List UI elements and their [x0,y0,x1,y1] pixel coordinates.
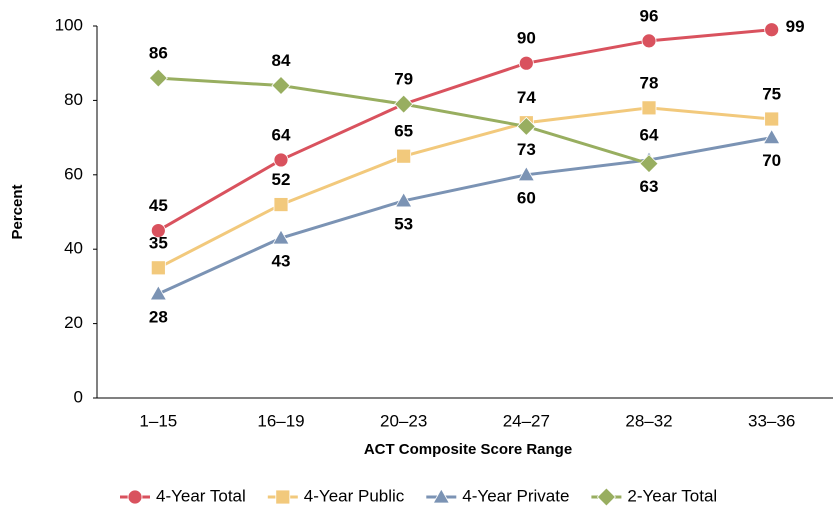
data-label: 96 [640,6,659,25]
data-point [518,55,534,71]
legend-label: 2-Year Total [627,486,717,505]
y-tick-label: 20 [64,313,83,332]
x-tick-label: 16–19 [257,411,304,430]
data-point [396,148,412,164]
y-tick-label: 40 [64,239,83,258]
data-label: 63 [640,177,659,196]
data-label: 43 [272,252,291,271]
data-label: 45 [149,196,168,215]
data-point [764,22,780,38]
x-tick-label: 1–15 [139,411,177,430]
data-label: 35 [149,233,168,252]
y-tick-label: 100 [55,15,83,34]
y-axis-title: Percent [9,184,26,239]
x-tick-label: 24–27 [503,411,550,430]
data-point [641,33,657,49]
y-tick-label: 80 [64,90,83,109]
data-label: 79 [394,70,413,89]
legend-marker [127,489,143,505]
data-point [271,75,291,96]
data-label: 65 [394,122,413,141]
data-label: 90 [517,29,536,48]
data-point [641,100,657,116]
data-point [149,285,168,301]
legend-label: 4-Year Total [156,486,246,505]
data-point [639,154,659,174]
y-tick-label: 0 [74,387,83,406]
series-line [157,28,772,232]
data-label: 60 [517,188,536,207]
data-label: 64 [640,125,659,144]
series-line [157,106,772,270]
series-line [157,136,772,296]
data-label: 78 [640,73,659,92]
data-label: 73 [517,140,536,159]
data-point [273,197,289,212]
data-point [394,94,414,114]
data-point [272,229,290,245]
data-point [517,165,536,182]
data-label: 74 [517,88,536,107]
legend-label: 4-Year Public [304,486,405,505]
x-tick-label: 33–36 [748,411,795,430]
data-label: 53 [394,214,413,233]
legend-marker [432,488,450,504]
data-point [150,223,166,239]
data-point [764,111,780,127]
y-tick-label: 60 [64,164,83,183]
data-label: 70 [762,151,781,170]
data-point [150,260,166,276]
legend-marker [275,489,291,505]
data-label: 99 [786,17,805,36]
data-label: 64 [272,125,291,144]
data-label: 52 [272,170,291,189]
data-label: 75 [762,84,781,103]
x-axis-title: ACT Composite Score Range [364,441,572,458]
data-point [148,68,168,88]
legend-marker [596,487,616,507]
data-point [394,192,413,208]
x-tick-label: 28–32 [625,411,672,430]
legend-label: 4-Year Private [462,486,569,505]
data-point [762,128,781,145]
data-label: 84 [272,51,291,70]
data-label: 86 [149,44,168,63]
x-tick-label: 20–23 [380,411,427,430]
data-point [273,152,289,168]
data-point [516,116,536,137]
data-label: 28 [149,307,168,326]
